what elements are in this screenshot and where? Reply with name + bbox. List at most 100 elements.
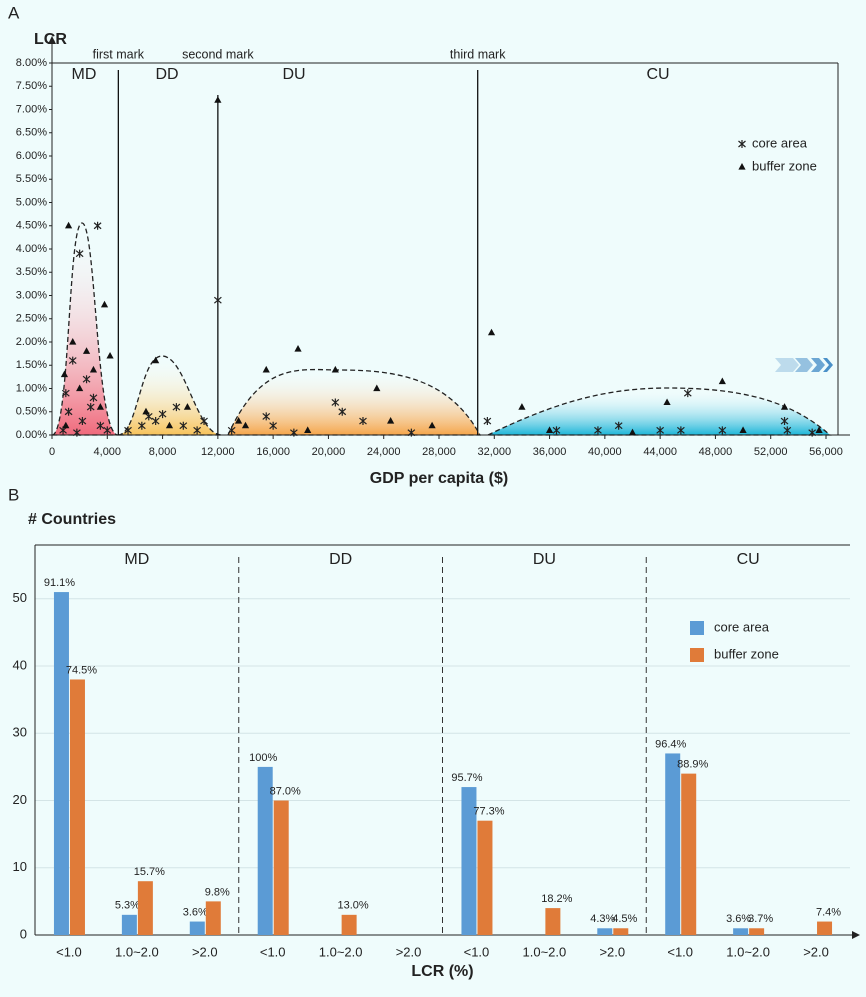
x-tick-label: 4,000 bbox=[94, 446, 122, 458]
asterisk-marker bbox=[783, 426, 792, 435]
group-label: DD bbox=[329, 551, 352, 568]
triangle-marker bbox=[738, 163, 746, 170]
x-axis-label: LCR (%) bbox=[411, 963, 473, 980]
x-tick-label: <1.0 bbox=[464, 944, 490, 959]
bar bbox=[817, 921, 833, 935]
asterisk-marker bbox=[72, 428, 81, 437]
share-label: 77.3% bbox=[473, 806, 504, 818]
triangle-marker bbox=[89, 365, 98, 373]
triangle-marker bbox=[262, 365, 270, 373]
x-tick-label: 1.0~2.0 bbox=[115, 944, 159, 959]
bar bbox=[733, 928, 749, 935]
triangle-marker bbox=[387, 417, 395, 424]
asterisk-marker bbox=[338, 407, 347, 416]
asterisk-marker bbox=[68, 356, 77, 365]
bar bbox=[461, 787, 477, 935]
panel-label: A bbox=[8, 3, 20, 22]
x-tick-label: 56,000 bbox=[809, 446, 843, 458]
x-tick-label: 24,000 bbox=[367, 446, 401, 458]
triangle-marker bbox=[152, 356, 160, 364]
asterisk-marker bbox=[262, 412, 271, 421]
x-tick-label: 1.0~2.0 bbox=[319, 944, 363, 959]
triangle-marker bbox=[62, 421, 70, 429]
legend-label: buffer zone bbox=[714, 646, 779, 661]
asterisk-marker bbox=[103, 426, 112, 435]
share-label: 3.6% bbox=[183, 906, 208, 918]
y-tick-label: 7.00% bbox=[16, 103, 47, 115]
stage-mark-label: first mark bbox=[93, 47, 145, 61]
y-tick-label: 4.00% bbox=[16, 243, 47, 255]
triangle-marker bbox=[69, 338, 77, 345]
triangle-marker bbox=[234, 417, 243, 424]
share-label: 74.5% bbox=[66, 664, 97, 676]
md-curve bbox=[51, 222, 119, 436]
asterisk-marker bbox=[614, 421, 623, 430]
y-tick-label: 7.50% bbox=[16, 80, 47, 92]
share-label: 15.7% bbox=[134, 866, 165, 878]
asterisk-marker bbox=[179, 421, 188, 430]
asterisk-marker bbox=[407, 428, 416, 437]
bar bbox=[665, 753, 681, 935]
y-tick-label: 0.00% bbox=[16, 429, 47, 441]
arrow-deco bbox=[811, 358, 825, 372]
asterisk-marker bbox=[89, 393, 98, 402]
asterisk-marker bbox=[151, 417, 160, 426]
asterisk-marker bbox=[738, 140, 746, 148]
share-label: 91.1% bbox=[44, 577, 75, 589]
bar bbox=[69, 679, 85, 935]
asterisk-marker bbox=[158, 410, 167, 419]
y-tick-label: 0.50% bbox=[16, 406, 47, 418]
asterisk-marker bbox=[193, 426, 202, 435]
axis-arrow bbox=[852, 931, 860, 939]
bar bbox=[613, 928, 629, 935]
triangle-marker bbox=[718, 377, 726, 385]
stage-curves bbox=[51, 222, 832, 436]
bar bbox=[477, 820, 493, 935]
asterisk-marker bbox=[82, 375, 91, 384]
asterisk-marker bbox=[200, 417, 208, 426]
bar bbox=[749, 928, 765, 935]
triangle-marker bbox=[628, 428, 637, 436]
asterisk-marker bbox=[780, 417, 789, 426]
y-tick-label: 5.50% bbox=[16, 173, 47, 185]
bar bbox=[189, 921, 205, 935]
legend-swatch bbox=[690, 621, 704, 635]
triangle-marker bbox=[545, 426, 554, 433]
asterisk-marker bbox=[656, 426, 665, 435]
triangle-marker bbox=[100, 300, 109, 308]
group-label: CU bbox=[737, 551, 760, 568]
asterisk-marker bbox=[93, 221, 102, 230]
y-tick-label: 3.00% bbox=[16, 289, 47, 301]
asterisk-marker bbox=[359, 417, 367, 426]
bar bbox=[273, 800, 289, 935]
triangle-marker bbox=[487, 328, 496, 336]
asterisk-marker bbox=[676, 426, 685, 435]
group-label: DU bbox=[533, 551, 556, 568]
y-axis-label: # Countries bbox=[28, 511, 116, 528]
asterisk-marker bbox=[718, 426, 727, 435]
x-tick-label: 32,000 bbox=[477, 446, 511, 458]
y-tick-label: 30 bbox=[13, 725, 27, 740]
bar bbox=[257, 766, 273, 935]
triangle-marker bbox=[214, 96, 222, 103]
asterisk-marker bbox=[137, 421, 146, 430]
asterisk-marker bbox=[289, 428, 298, 437]
y-tick-label: 5.00% bbox=[16, 196, 47, 208]
axis-arrow bbox=[48, 36, 56, 44]
legend-label: buffer zone bbox=[752, 158, 817, 173]
x-tick-label: 1.0~2.0 bbox=[523, 944, 567, 959]
triangle-marker bbox=[241, 421, 250, 429]
legend-label: core area bbox=[752, 135, 808, 150]
arrow-deco bbox=[823, 358, 833, 372]
triangle-marker bbox=[780, 403, 789, 410]
triangle-marker bbox=[304, 426, 312, 433]
stage-label: CU bbox=[646, 66, 669, 83]
y-tick-label: 6.50% bbox=[16, 127, 47, 139]
y-tick-label: 40 bbox=[13, 657, 27, 672]
triangle-marker bbox=[183, 403, 192, 410]
triangle-marker bbox=[165, 421, 174, 429]
y-tick-label: 2.00% bbox=[16, 336, 47, 348]
stage-label: DD bbox=[155, 66, 178, 83]
